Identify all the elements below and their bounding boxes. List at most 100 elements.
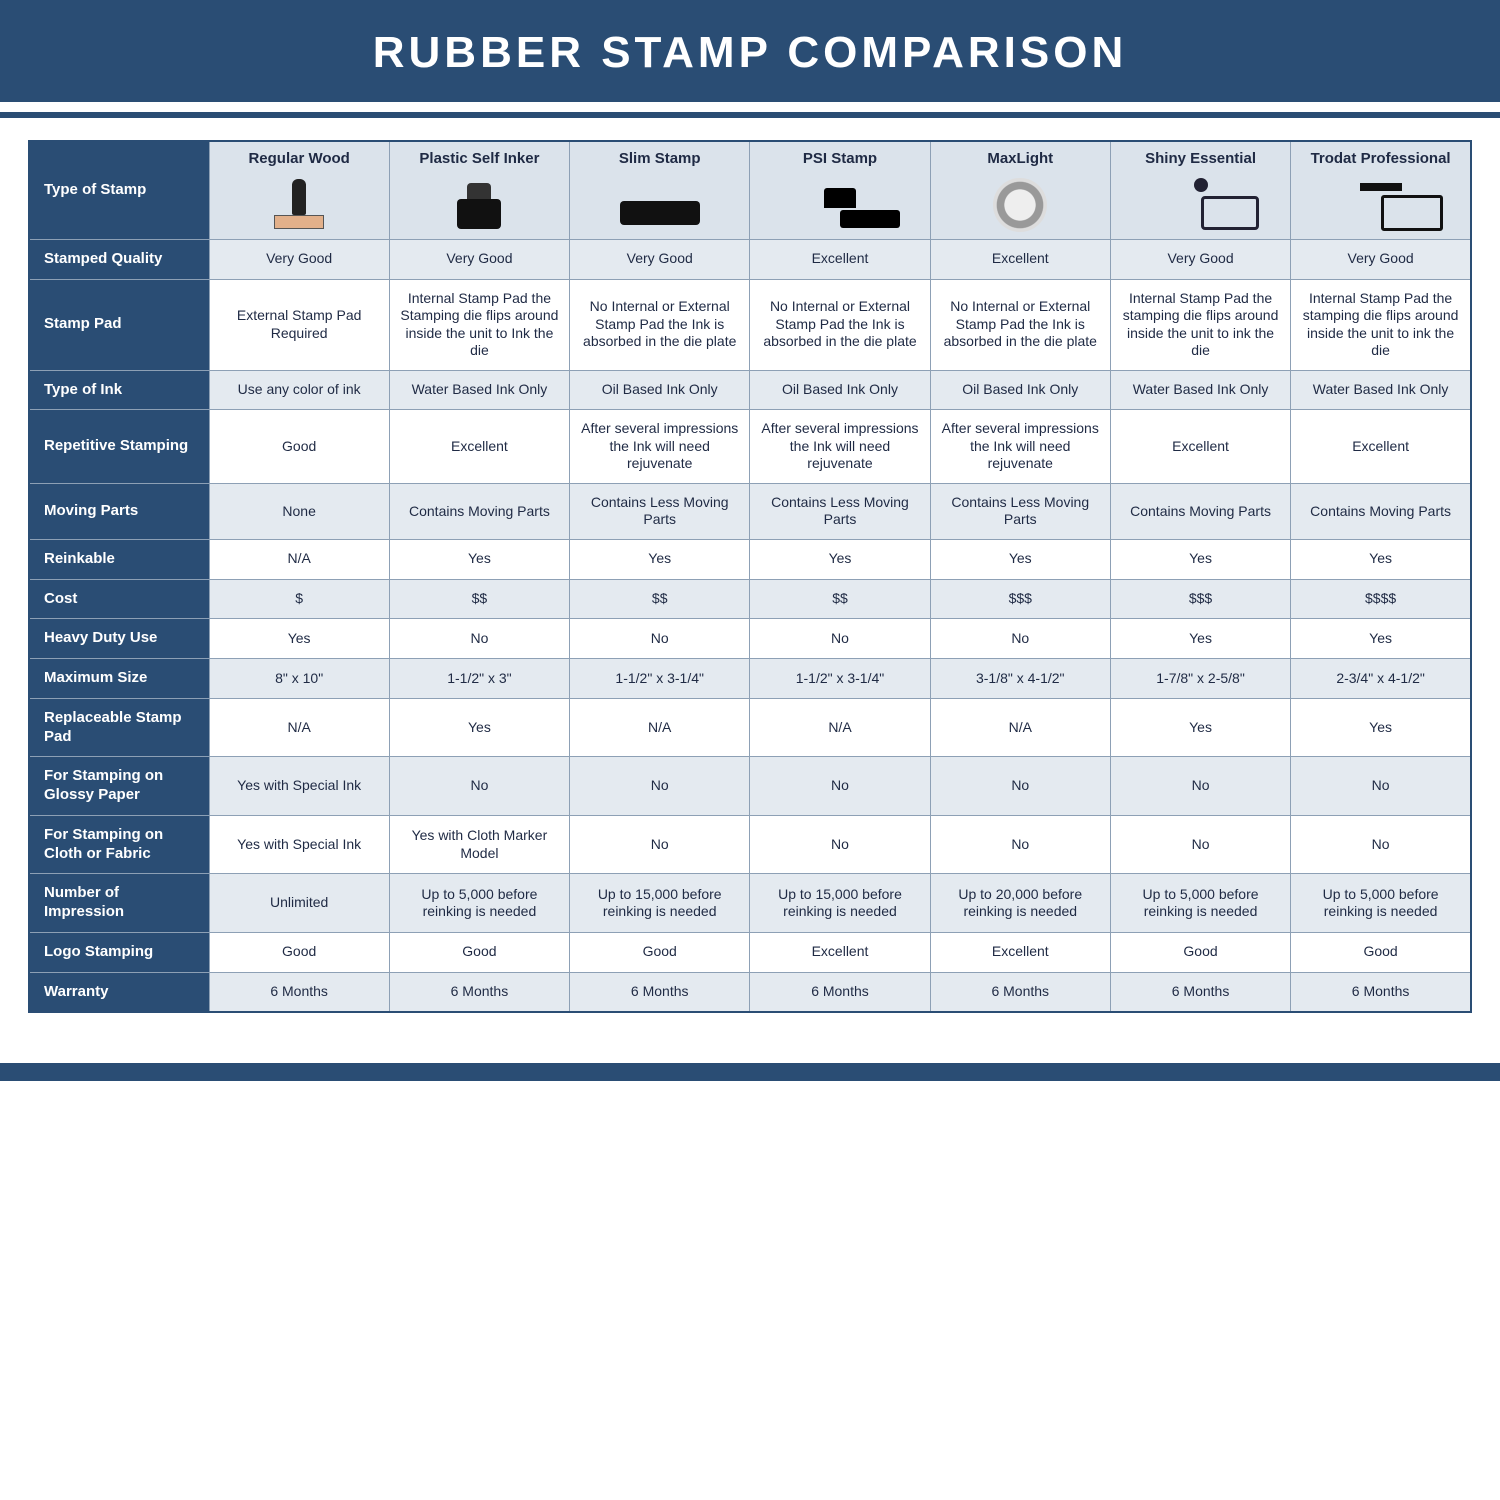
table-cell: 1-1/2" x 3"	[389, 659, 569, 699]
column-header: Trodat Professional	[1291, 141, 1471, 239]
table-cell: 2-3/4" x 4-1/2"	[1291, 659, 1471, 699]
column-icon-holder	[758, 173, 921, 235]
page-title: RUBBER STAMP COMPARISON	[0, 28, 1500, 78]
table-cell: No	[389, 619, 569, 659]
table-cell: No Internal or External Stamp Pad the In…	[570, 279, 750, 370]
row-label: Heavy Duty Use	[29, 619, 209, 659]
table-cell: N/A	[930, 698, 1110, 757]
table-cell: Water Based Ink Only	[389, 370, 569, 410]
table-cell: Contains Moving Parts	[1110, 483, 1290, 539]
table-row: Stamped QualityVery GoodVery GoodVery Go…	[29, 239, 1471, 279]
table-cell: No	[1110, 757, 1290, 816]
comparison-table-wrap: Type of Stamp Regular Wood Plastic Self I…	[0, 140, 1500, 1033]
table-cell: $$	[389, 579, 569, 619]
table-cell: Good	[570, 932, 750, 972]
table-cell: N/A	[209, 698, 389, 757]
column-icon-holder	[578, 173, 741, 235]
row-label: Logo Stamping	[29, 932, 209, 972]
table-cell: Excellent	[930, 239, 1110, 279]
self-inker-icon	[449, 179, 509, 229]
table-cell: Yes	[389, 698, 569, 757]
table-cell: Yes with Special Ink	[209, 815, 389, 874]
table-cell: Oil Based Ink Only	[570, 370, 750, 410]
table-body: Stamped QualityVery GoodVery GoodVery Go…	[29, 239, 1471, 1012]
table-cell: Excellent	[750, 932, 930, 972]
table-cell: Yes	[570, 539, 750, 579]
row-label: Repetitive Stamping	[29, 410, 209, 484]
table-cell: N/A	[570, 698, 750, 757]
table-row: Logo StampingGoodGoodGoodExcellentExcell…	[29, 932, 1471, 972]
table-cell: Up to 5,000 before reinking is needed	[1291, 874, 1471, 933]
table-cell: Yes	[750, 539, 930, 579]
table-cell: 1-1/2" x 3-1/4"	[750, 659, 930, 699]
row-label: Number of Impression	[29, 874, 209, 933]
table-cell: No Internal or External Stamp Pad the In…	[750, 279, 930, 370]
table-cell: Internal Stamp Pad the stamping die flip…	[1291, 279, 1471, 370]
table-cell: Yes	[1110, 619, 1290, 659]
table-cell: Contains Less Moving Parts	[750, 483, 930, 539]
table-cell: Good	[389, 932, 569, 972]
column-header: Slim Stamp	[570, 141, 750, 239]
column-icon-holder	[1299, 173, 1462, 235]
table-row: Moving PartsNoneContains Moving PartsCon…	[29, 483, 1471, 539]
table-cell: No	[750, 619, 930, 659]
table-cell: Excellent	[389, 410, 569, 484]
table-cell: Unlimited	[209, 874, 389, 933]
wood-stamp-icon	[264, 179, 334, 229]
table-cell: Good	[209, 410, 389, 484]
column-header: Shiny Essential	[1110, 141, 1290, 239]
table-row: Maximum Size8" x 10"1-1/2" x 3"1-1/2" x …	[29, 659, 1471, 699]
row-label: Type of Ink	[29, 370, 209, 410]
table-cell: Water Based Ink Only	[1110, 370, 1290, 410]
table-cell: 6 Months	[1291, 972, 1471, 1012]
table-cell: No	[1291, 757, 1471, 816]
table-cell: Very Good	[1291, 239, 1471, 279]
row-label-type-of-stamp: Type of Stamp	[29, 141, 209, 239]
table-cell: Yes	[1110, 539, 1290, 579]
table-cell: Up to 15,000 before reinking is needed	[750, 874, 930, 933]
table-cell: 6 Months	[570, 972, 750, 1012]
title-separator	[0, 112, 1500, 118]
table-row: Repetitive StampingGoodExcellentAfter se…	[29, 410, 1471, 484]
shiny-stamp-icon	[1172, 178, 1230, 230]
table-cell: Up to 5,000 before reinking is needed	[1110, 874, 1290, 933]
row-label: Moving Parts	[29, 483, 209, 539]
column-label: Shiny Essential	[1119, 150, 1282, 169]
table-cell: 6 Months	[209, 972, 389, 1012]
table-cell: No	[1291, 815, 1471, 874]
table-row: Heavy Duty UseYesNoNoNoNoYesYes	[29, 619, 1471, 659]
table-cell: Good	[1291, 932, 1471, 972]
column-label: Slim Stamp	[578, 150, 741, 169]
row-label: Replaceable Stamp Pad	[29, 698, 209, 757]
table-row: For Stamping on Cloth or FabricYes with …	[29, 815, 1471, 874]
table-cell: No	[930, 815, 1110, 874]
table-cell: $$$	[1110, 579, 1290, 619]
column-header: MaxLight	[930, 141, 1110, 239]
table-cell: 6 Months	[1110, 972, 1290, 1012]
table-cell: Contains Moving Parts	[389, 483, 569, 539]
column-label: Plastic Self Inker	[398, 150, 561, 169]
table-row: Number of ImpressionUnlimited Up to 5,000…	[29, 874, 1471, 933]
table-cell: $$$$	[1291, 579, 1471, 619]
column-label: Regular Wood	[218, 150, 381, 169]
table-cell: Good	[1110, 932, 1290, 972]
column-label: PSI Stamp	[758, 150, 921, 169]
trodat-stamp-icon	[1350, 177, 1412, 231]
table-cell: No	[930, 757, 1110, 816]
table-cell: 6 Months	[389, 972, 569, 1012]
column-icon-holder	[1119, 173, 1282, 235]
table-row: Cost$$$$$$$$$$$$$$$$$	[29, 579, 1471, 619]
table-cell: External Stamp Pad Required	[209, 279, 389, 370]
column-icon-holder	[218, 173, 381, 235]
table-row: Type of InkUse any color of inkWater Bas…	[29, 370, 1471, 410]
table-row: Stamp PadExternal Stamp Pad RequiredInte…	[29, 279, 1471, 370]
table-cell: None	[209, 483, 389, 539]
footer-band	[0, 1063, 1500, 1081]
table-cell: Very Good	[209, 239, 389, 279]
table-cell: Contains Less Moving Parts	[570, 483, 750, 539]
table-cell: No	[570, 757, 750, 816]
table-row: ReinkableN/AYesYesYesYesYesYes	[29, 539, 1471, 579]
column-icon-holder	[939, 173, 1102, 235]
table-cell: Use any color of ink	[209, 370, 389, 410]
comparison-table: Type of Stamp Regular Wood Plastic Self I…	[28, 140, 1472, 1013]
